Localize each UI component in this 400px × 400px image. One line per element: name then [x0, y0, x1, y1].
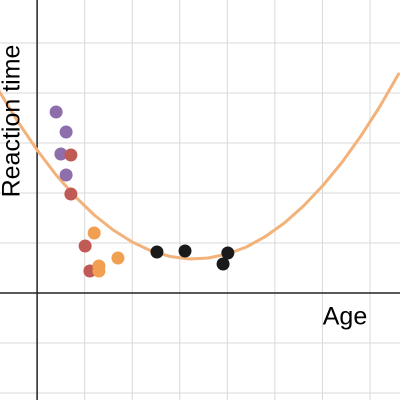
y-axis-label: Reaction time [0, 45, 26, 198]
data-point [64, 187, 78, 201]
marks [0, 72, 400, 278]
data-point [49, 105, 63, 119]
data-point [178, 244, 192, 258]
data-point [78, 239, 92, 253]
x-axis-label: Age [323, 303, 367, 331]
data-point [111, 251, 125, 265]
fit-curve [0, 72, 400, 261]
data-point [59, 125, 73, 139]
data-point [221, 246, 235, 260]
data-point [216, 257, 230, 271]
data-point [64, 148, 78, 162]
data-point [87, 226, 101, 240]
data-point [92, 264, 106, 278]
data-point [59, 168, 73, 182]
data-point [54, 147, 68, 161]
data-point [150, 245, 164, 259]
